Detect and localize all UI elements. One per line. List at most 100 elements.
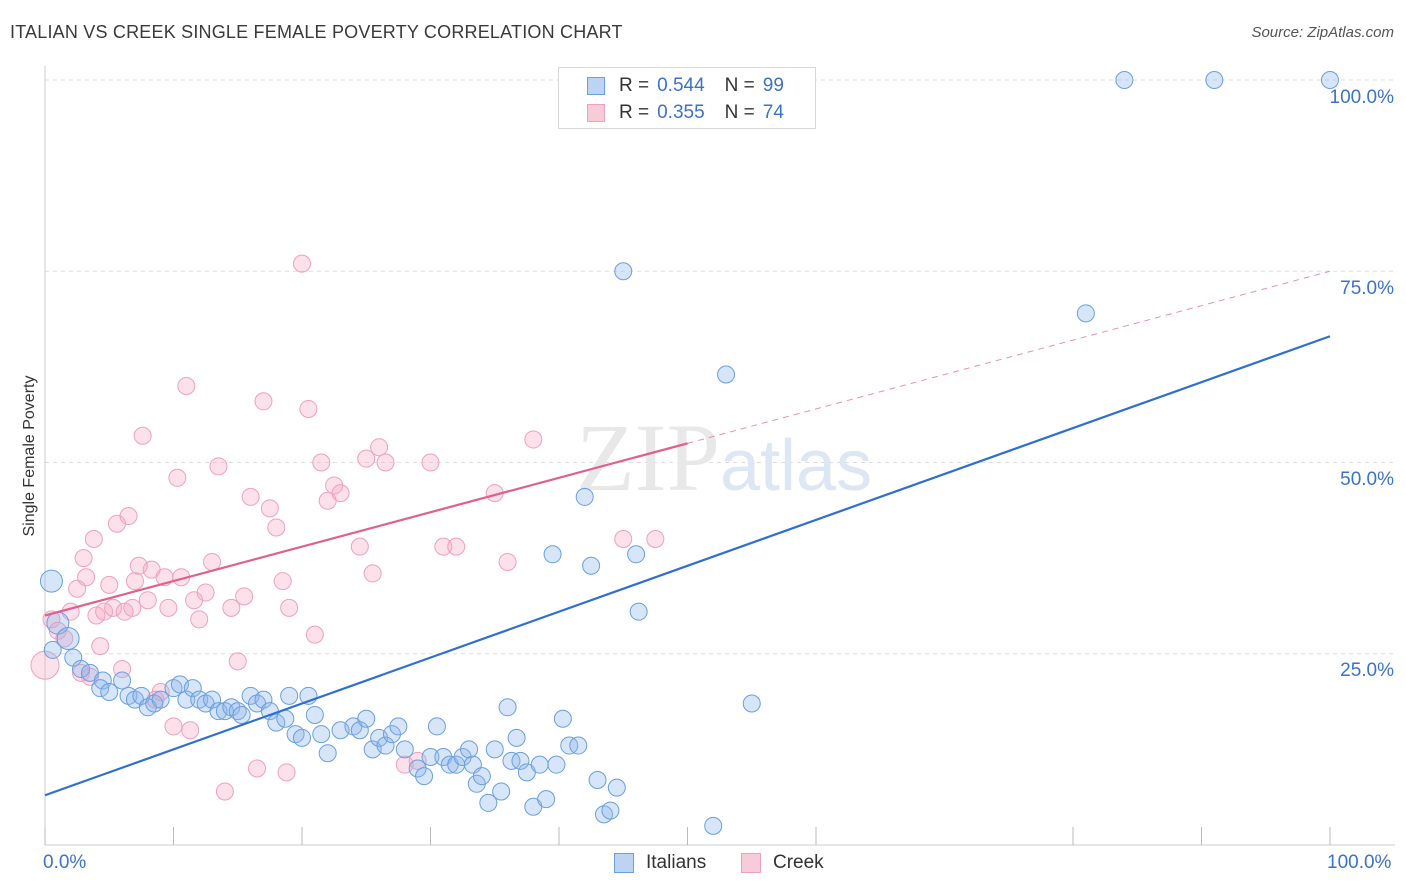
creek-point	[267, 518, 286, 537]
italians-point	[717, 365, 736, 384]
creek-point	[350, 537, 369, 556]
italians-point	[318, 744, 337, 763]
italians-legend-label: Italians	[646, 852, 707, 873]
r-label: R =	[619, 102, 650, 123]
creek-point	[273, 572, 292, 591]
italians-point	[203, 690, 222, 709]
creek-n-value: 74	[762, 102, 784, 123]
creek-point	[203, 552, 222, 571]
italians-point	[183, 679, 202, 698]
creek-trend-extension	[687, 270, 1331, 444]
creek-point	[293, 254, 311, 273]
creek-point	[305, 625, 324, 644]
creek-point	[312, 453, 331, 472]
italians-legend-swatch	[614, 853, 634, 873]
legend-item-italians[interactable]: Italians	[614, 852, 706, 874]
italians-point	[91, 679, 110, 698]
italians-point	[601, 801, 620, 820]
italians-point	[492, 782, 511, 801]
creek-point	[74, 549, 93, 568]
italians-point	[376, 736, 395, 755]
creek-point	[299, 399, 318, 418]
creek-point	[370, 438, 389, 457]
italians-point	[485, 740, 504, 759]
italians-point	[280, 686, 299, 705]
n-label: N =	[724, 102, 755, 123]
n-label: N =	[724, 75, 755, 96]
watermark-zip: ZIP	[576, 404, 720, 511]
legend-item-creek[interactable]: Creek	[741, 852, 824, 874]
italians-point	[627, 545, 646, 564]
italians-point	[415, 767, 434, 786]
italians-point	[1115, 71, 1134, 89]
italians-point	[629, 602, 648, 621]
creek-point	[421, 453, 440, 472]
italians-point	[408, 759, 427, 778]
italians-point	[427, 717, 446, 736]
italians-point	[569, 736, 588, 755]
creek-point	[77, 568, 96, 587]
italians-point	[588, 770, 607, 789]
italians-point	[460, 740, 479, 759]
italians-point	[1321, 71, 1339, 89]
italians-n-value: 99	[762, 75, 784, 96]
creek-point	[164, 717, 183, 736]
creek-point	[100, 575, 119, 594]
italians-point	[453, 748, 472, 767]
italians-point	[479, 793, 498, 812]
italians-point	[267, 713, 286, 732]
creek-point	[241, 487, 260, 506]
italians-point	[704, 816, 723, 835]
creek-point	[196, 583, 215, 602]
italians-point	[498, 698, 517, 717]
y-tick-25: 25.0%	[1340, 660, 1394, 681]
creek-point	[168, 468, 187, 487]
creek-point	[277, 763, 296, 782]
creek-point	[119, 507, 138, 526]
italians-point	[582, 556, 601, 575]
creek-point	[524, 430, 543, 449]
italians-point	[553, 709, 572, 728]
creek-point	[222, 598, 241, 617]
creek-point	[91, 637, 110, 656]
creek-point	[254, 392, 273, 411]
creek-point	[447, 537, 466, 556]
italians-point	[293, 728, 311, 747]
creek-point	[280, 598, 299, 617]
italians-point	[151, 690, 170, 709]
creek-point	[209, 457, 228, 476]
italians-point	[1205, 71, 1224, 89]
creek-point	[498, 552, 517, 571]
creek-point	[84, 530, 103, 548]
italians-point	[43, 640, 62, 659]
italians-point	[530, 755, 549, 774]
creek-point	[215, 782, 234, 801]
creek-point	[228, 652, 247, 671]
italians-point	[389, 717, 408, 736]
italians-point	[421, 748, 440, 767]
creek-swatch	[587, 104, 605, 122]
creek-point	[235, 587, 254, 606]
creek-point	[260, 499, 279, 518]
legend-row-creek: R = 0.355 N = 74	[587, 101, 784, 125]
italians-point	[357, 709, 376, 728]
r-label: R =	[619, 75, 650, 96]
creek-point	[434, 537, 453, 556]
italians-point	[312, 725, 331, 744]
italians-point	[742, 694, 761, 713]
creek-point	[138, 591, 157, 610]
creek-point	[248, 759, 267, 778]
creek-point	[123, 598, 142, 617]
italians-point	[472, 767, 491, 786]
italians-point	[56, 626, 80, 650]
italians-point	[511, 751, 530, 770]
italians-point	[254, 690, 273, 709]
y-tick-100: 100.0%	[1329, 87, 1394, 108]
creek-point	[357, 449, 376, 468]
creek-point	[646, 530, 665, 548]
x-tick-max: 100.0%	[1327, 852, 1392, 873]
legend-stats: R = 0.544 N = 99 R = 0.355 N = 74	[558, 67, 816, 129]
italians-point	[575, 487, 594, 506]
italians-point	[113, 671, 132, 690]
creek-r-value: 0.355	[657, 102, 705, 123]
